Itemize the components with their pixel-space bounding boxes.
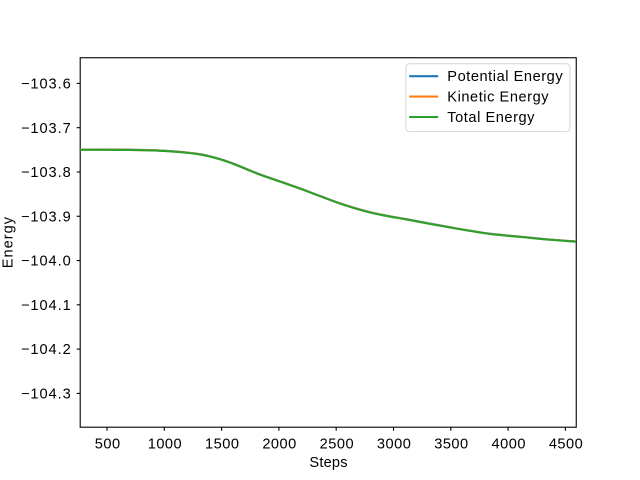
svg-text:−103.6: −103.6 [21,77,72,93]
svg-text:Steps: Steps [309,455,347,471]
svg-text:2500: 2500 [320,437,354,453]
svg-text:Total Energy: Total Energy [447,110,535,126]
svg-text:3000: 3000 [377,437,411,453]
svg-text:4000: 4000 [492,437,526,453]
svg-text:−104.0: −104.0 [21,254,72,270]
svg-text:−103.7: −103.7 [21,121,72,137]
svg-text:−103.8: −103.8 [21,165,72,181]
svg-text:−103.9: −103.9 [21,209,72,225]
svg-text:4500: 4500 [549,437,583,453]
svg-text:500: 500 [95,437,121,453]
svg-text:1500: 1500 [205,437,239,453]
svg-text:1000: 1000 [148,437,182,453]
svg-text:Kinetic Energy: Kinetic Energy [447,90,549,106]
svg-text:Potential Energy: Potential Energy [447,69,563,85]
svg-text:2000: 2000 [262,437,296,453]
svg-text:Energy: Energy [0,216,16,268]
svg-text:−104.2: −104.2 [21,342,72,358]
svg-text:−104.1: −104.1 [21,298,72,314]
svg-text:3500: 3500 [434,437,468,453]
svg-text:−104.3: −104.3 [21,387,72,403]
